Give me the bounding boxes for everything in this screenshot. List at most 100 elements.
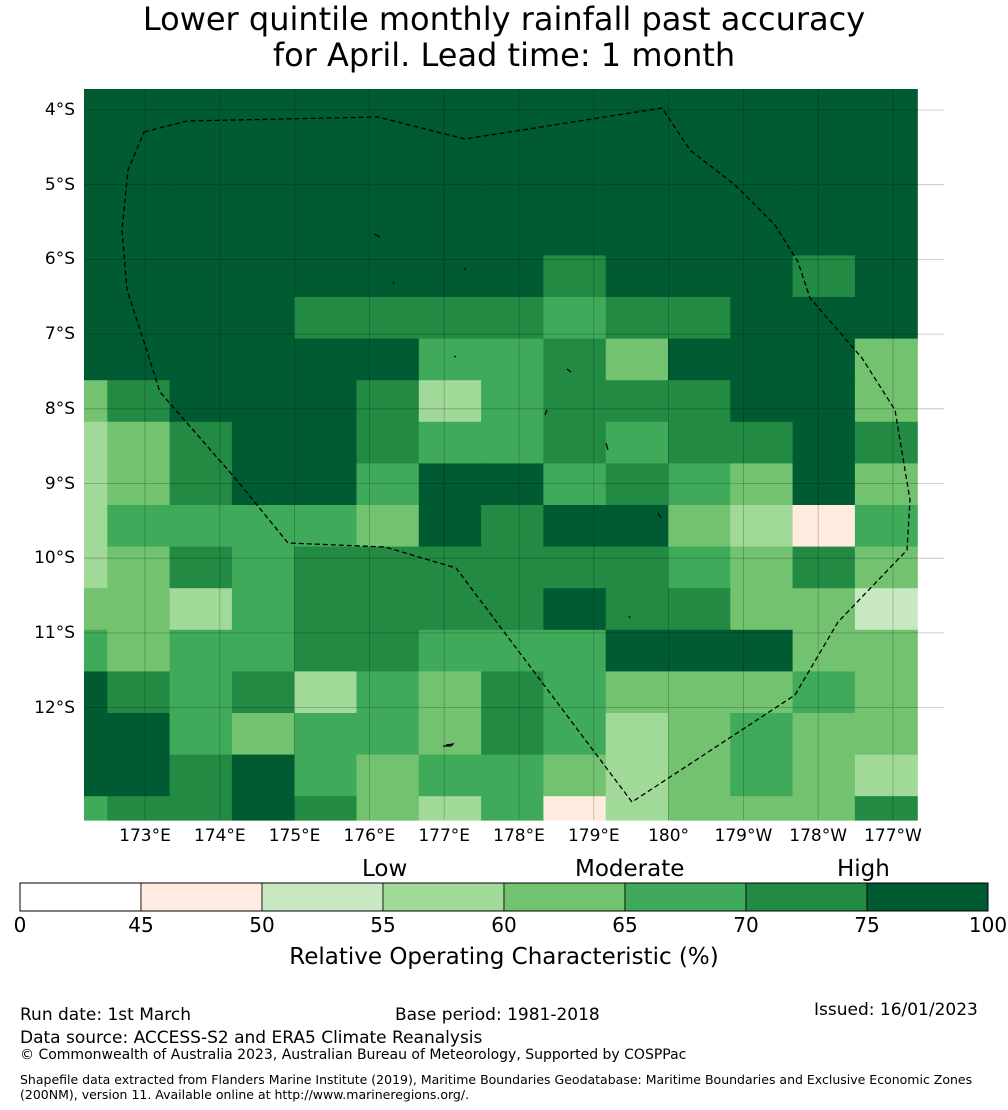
grid-cell <box>294 505 358 548</box>
colorbar-segment <box>19 882 142 912</box>
grid-cell <box>730 338 794 381</box>
grid-cell <box>418 89 482 132</box>
grid-cell <box>231 380 295 423</box>
grid-cell <box>605 297 669 340</box>
grid-cell <box>668 213 731 256</box>
grid-cell <box>668 89 731 132</box>
grid-cell <box>169 463 233 506</box>
grid-cell <box>418 629 482 672</box>
grid-cell <box>356 130 420 173</box>
grid-cell <box>418 380 482 423</box>
island-outline <box>657 512 662 519</box>
grid-cell <box>294 546 358 589</box>
grid-cell <box>356 380 420 423</box>
grid-cell <box>356 671 420 714</box>
colorbar-segment <box>866 882 989 912</box>
grid-cell <box>668 629 731 672</box>
grid-cell <box>107 546 171 589</box>
grid-cell <box>730 297 794 340</box>
grid-cell <box>231 297 295 340</box>
grid-cell <box>605 463 669 506</box>
grid-cell <box>668 297 731 340</box>
longitude-label: 177°W <box>864 826 922 846</box>
grid-cell <box>543 297 607 340</box>
grid-cell <box>231 463 295 506</box>
eez-boundary <box>121 107 911 803</box>
colorbar-tick: 60 <box>491 913 517 937</box>
island-outline <box>566 368 572 373</box>
grid-cell <box>231 89 295 132</box>
longitude-label: 175°E <box>268 826 321 846</box>
grid-cell <box>418 338 482 381</box>
category-label-moderate: Moderate <box>575 856 685 882</box>
grid-cell <box>169 338 233 381</box>
latitude-label: 5°S <box>44 174 75 195</box>
grid-cell <box>854 588 918 631</box>
colorbar-segment <box>745 882 868 912</box>
latitude-label: 4°S <box>44 100 75 120</box>
longitude-label: 177°E <box>418 826 471 846</box>
grid-cell <box>730 754 794 797</box>
grid-cell <box>107 255 171 298</box>
colorbar-segment <box>624 882 747 912</box>
base-period: Base period: 1981-2018 <box>395 1005 600 1025</box>
grid-cell <box>543 629 607 672</box>
grid-cell <box>107 297 171 340</box>
grid-cell <box>730 588 794 631</box>
grid-cell <box>418 421 482 464</box>
grid-cell <box>107 796 171 821</box>
grid-cell <box>543 213 607 256</box>
grid-cell <box>169 421 233 464</box>
grid-cell <box>543 172 607 215</box>
grid-cell <box>605 796 669 821</box>
grid-cell <box>668 546 731 589</box>
grid-cell <box>730 421 794 464</box>
grid-cell <box>107 213 171 256</box>
grid-cell <box>231 421 295 464</box>
grid-cell <box>854 421 918 464</box>
eez-boundary-line <box>121 107 911 803</box>
colorbar-segment <box>382 882 505 912</box>
grid-cell <box>418 713 482 756</box>
grid-cell <box>792 172 856 215</box>
longitude-label: 178°W <box>789 826 848 846</box>
grid-cell <box>481 671 544 714</box>
grid-cell <box>107 505 171 548</box>
grid-cell <box>107 713 171 756</box>
grid-cell <box>792 629 856 672</box>
grid-cell <box>231 713 295 756</box>
grid-cell <box>605 588 669 631</box>
grid-cell <box>605 629 669 672</box>
grid-cell <box>792 671 856 714</box>
grid-cell <box>418 671 482 714</box>
island-outline <box>392 281 395 285</box>
grid-cell <box>169 629 233 672</box>
grid-cell <box>481 255 544 298</box>
copyright-note: © Commonwealth of Australia 2023, Austra… <box>20 1047 687 1063</box>
grid-cell <box>854 796 918 821</box>
grid-cell <box>668 380 731 423</box>
grid-cell <box>356 546 420 589</box>
grid-cell <box>543 463 607 506</box>
shapefile-credit: Shapefile data extracted from Flanders M… <box>20 1072 973 1102</box>
grid-cell <box>294 255 358 298</box>
grid-cell <box>481 713 544 756</box>
grid-cell <box>107 380 171 423</box>
grid-cell <box>107 172 171 215</box>
grid-cell <box>730 213 794 256</box>
grid-cell <box>356 255 420 298</box>
grid-cell <box>231 796 295 821</box>
grid-cell <box>231 255 295 298</box>
colorbar-tick: 75 <box>854 913 880 937</box>
grid-cell <box>481 421 544 464</box>
grid-cell <box>792 463 856 506</box>
grid-cell <box>543 796 607 821</box>
grid-cell <box>792 380 856 423</box>
grid-cell <box>294 713 358 756</box>
grid-cell <box>231 588 295 631</box>
grid-cell <box>605 172 669 215</box>
grid-cell <box>84 213 108 256</box>
chart-title-line-2: for April. Lead time: 1 month <box>272 36 736 74</box>
grid-cell <box>356 213 420 256</box>
